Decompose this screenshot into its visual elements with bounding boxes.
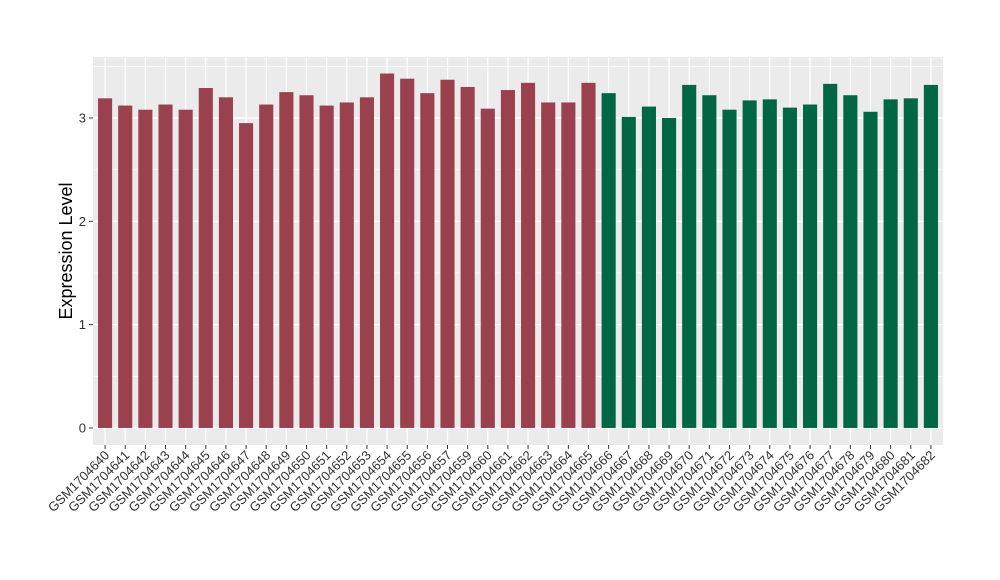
- bar-GSM1704660: [480, 108, 495, 428]
- bar-GSM1704674: [762, 99, 777, 428]
- bar-GSM1704651: [319, 105, 334, 428]
- bar-GSM1704669: [662, 117, 677, 428]
- bar-GSM1704655: [400, 78, 415, 428]
- y-tick-label: 0: [79, 420, 86, 435]
- bars: [98, 73, 938, 428]
- x-axis: GSM1704640GSM1704641GSM1704642GSM1704643…: [45, 445, 938, 515]
- bar-GSM1704675: [782, 107, 797, 428]
- bar-GSM1704647: [239, 123, 254, 428]
- y-tick-label: 3: [79, 110, 86, 125]
- bar-GSM1704644: [178, 109, 193, 428]
- y-axis-title: Expression Level: [56, 182, 76, 319]
- bar-GSM1704676: [803, 104, 818, 428]
- bar-GSM1704666: [601, 93, 616, 428]
- bar-GSM1704679: [863, 111, 878, 428]
- bar-GSM1704672: [722, 109, 737, 428]
- bar-GSM1704659: [460, 86, 475, 428]
- plot-panel: [93, 57, 943, 445]
- bar-GSM1704654: [380, 73, 395, 428]
- bar-GSM1704681: [903, 98, 918, 428]
- y-tick-label: 1: [79, 317, 86, 332]
- bar-GSM1704668: [641, 106, 656, 428]
- bar-GSM1704648: [259, 104, 274, 428]
- bar-GSM1704642: [138, 109, 153, 428]
- bar-GSM1704664: [561, 102, 576, 428]
- bar-GSM1704661: [500, 90, 515, 428]
- bar-GSM1704671: [702, 95, 717, 428]
- bar-GSM1704665: [581, 82, 596, 428]
- bar-GSM1704643: [158, 104, 173, 428]
- bar-GSM1704667: [621, 116, 636, 428]
- bar-GSM1704650: [299, 95, 314, 428]
- bar-GSM1704640: [98, 98, 113, 428]
- bar-GSM1704641: [118, 105, 133, 428]
- bar-GSM1704653: [359, 97, 374, 428]
- bar-GSM1704670: [682, 84, 697, 428]
- bar-GSM1704646: [218, 97, 233, 428]
- bar-GSM1704673: [742, 100, 757, 428]
- y-tick-label: 2: [79, 214, 86, 229]
- bar-GSM1704682: [923, 84, 938, 428]
- bar-GSM1704662: [521, 82, 536, 428]
- bar-GSM1704680: [883, 99, 898, 428]
- bar-GSM1704652: [339, 102, 354, 428]
- y-axis: 0 1 2 3: [79, 110, 93, 435]
- bar-GSM1704645: [198, 87, 213, 428]
- bar-GSM1704677: [823, 83, 838, 428]
- bar-GSM1704656: [420, 93, 435, 428]
- bar-GSM1704678: [843, 95, 858, 428]
- bar-GSM1704663: [541, 102, 556, 428]
- bar-GSM1704657: [440, 79, 455, 428]
- bar-GSM1704649: [279, 92, 294, 428]
